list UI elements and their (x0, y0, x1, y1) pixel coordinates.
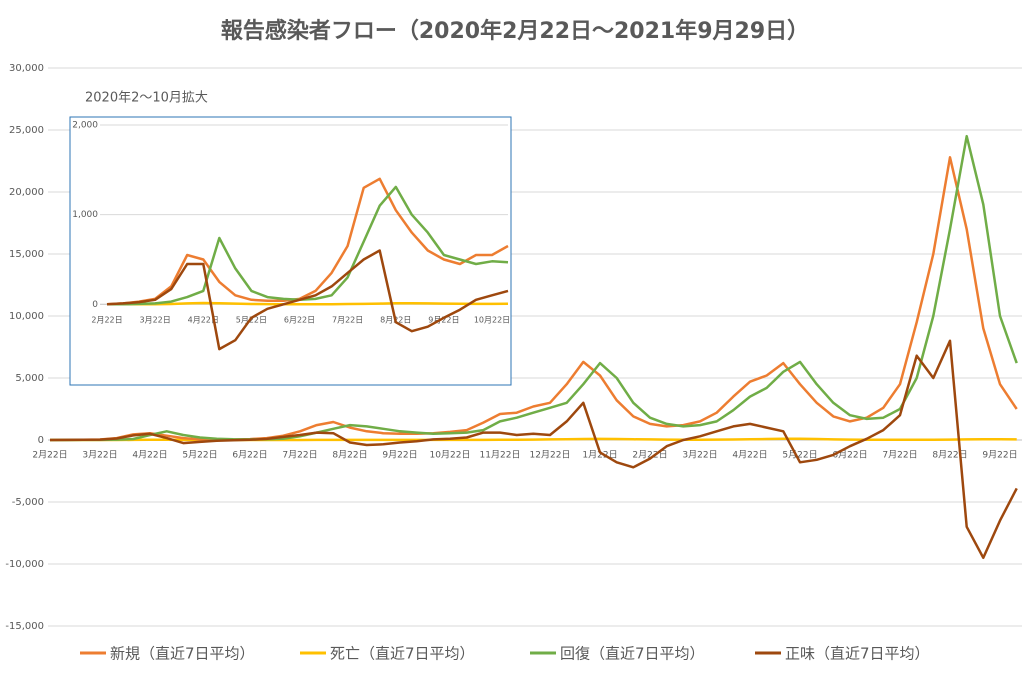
x-tick-label: 1月22日 (582, 450, 617, 461)
y-tick-label: 5,000 (15, 373, 44, 384)
x-tick-label: 7月22日 (282, 450, 317, 461)
x-tick-label: 9月22日 (382, 450, 417, 461)
y-tick-label: 30,000 (9, 63, 44, 74)
y-tick-label: 2,000 (72, 121, 98, 131)
x-tick-label: 4月22日 (132, 450, 167, 461)
y-tick-label: 15,000 (9, 249, 44, 260)
x-tick-label: 5月22日 (236, 316, 267, 325)
x-tick-label: 11月22日 (480, 450, 521, 461)
x-tick-label: 6月22日 (232, 450, 267, 461)
x-tick-label: 5月22日 (782, 450, 817, 461)
x-tick-label: 7月22日 (332, 316, 363, 325)
x-tick-label: 8月22日 (332, 450, 367, 461)
series-line (49, 339, 1018, 560)
x-tick-label: 8月22日 (932, 450, 967, 461)
y-tick-label: 25,000 (9, 125, 44, 136)
series-line (106, 177, 509, 306)
x-tick-label: 2月22日 (91, 316, 122, 325)
series-line (50, 134, 1018, 442)
x-tick-label: 10月22日 (474, 316, 510, 325)
x-tick-label: 6月22日 (284, 316, 315, 325)
x-tick-label: 12月22日 (530, 450, 571, 461)
x-tick-label: 10月22日 (430, 450, 471, 461)
legend-label: 死亡（直近7日平均） (330, 645, 475, 663)
y-tick-label: -10,000 (5, 559, 44, 570)
chart-title: 報告感染者フロー（2020年2月22日～2021年9月29日） (221, 18, 809, 44)
x-tick-label: 3月22日 (682, 450, 717, 461)
series-line (106, 249, 509, 351)
y-tick-label: 0 (38, 435, 44, 446)
x-tick-label: 9月22日 (982, 450, 1017, 461)
x-tick-label: 2月22日 (32, 450, 67, 461)
x-tick-label: 3月22日 (82, 450, 117, 461)
legend-label: 正味（直近7日平均） (785, 645, 930, 663)
inset-title: 2020年2～10月拡大 (85, 91, 208, 106)
legend-label: 回復（直近7日平均） (560, 645, 705, 663)
y-tick-label: 20,000 (9, 187, 44, 198)
y-tick-label: 10,000 (9, 311, 44, 322)
x-tick-label: 4月22日 (188, 316, 219, 325)
series-line (107, 185, 509, 306)
series-line (107, 301, 509, 306)
x-tick-label: 6月22日 (832, 450, 867, 461)
x-tick-label: 9月22日 (428, 316, 459, 325)
y-tick-label: -15,000 (5, 621, 44, 632)
y-tick-label: 0 (92, 300, 98, 310)
x-tick-label: 2月22日 (632, 450, 667, 461)
x-tick-label: 4月22日 (732, 450, 767, 461)
x-tick-label: 5月22日 (182, 450, 217, 461)
y-tick-label: -5,000 (12, 497, 44, 508)
legend-label: 新規（直近7日平均） (110, 645, 255, 663)
x-tick-label: 3月22日 (139, 316, 170, 325)
y-tick-label: 1,000 (72, 210, 98, 220)
x-tick-label: 7月22日 (882, 450, 917, 461)
inset-frame (69, 116, 512, 386)
